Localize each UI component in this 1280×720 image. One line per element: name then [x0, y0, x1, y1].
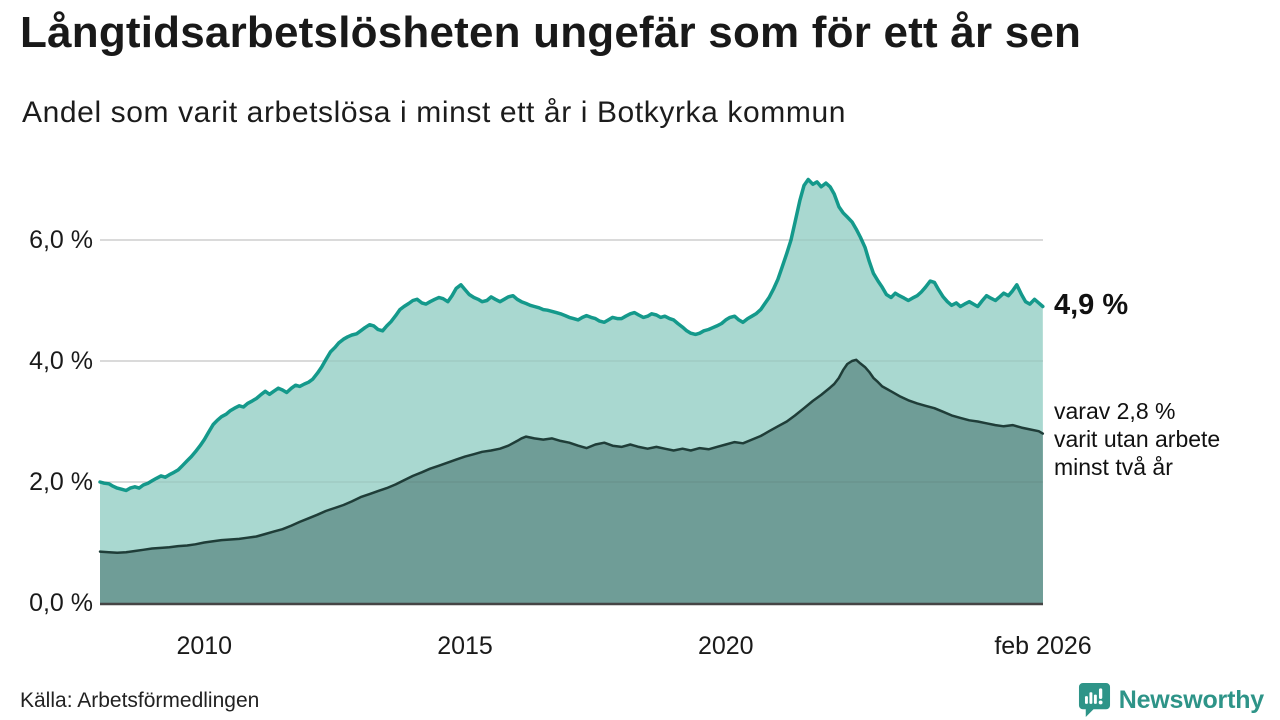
- source-label: Källa: Arbetsförmedlingen: [20, 689, 260, 712]
- latest-value-label: 4,9 %: [1054, 289, 1129, 321]
- newsworthy-logo: Newsworthy: [1078, 682, 1264, 718]
- annotation-line: minst två år: [1054, 454, 1173, 480]
- y-tick-label: 4,0 %: [29, 347, 93, 375]
- newsworthy-icon: [1078, 683, 1110, 717]
- x-tick-label: 2015: [437, 632, 493, 660]
- annotation-line: varav 2,8 %: [1054, 398, 1176, 424]
- y-tick-label: 0,0 %: [29, 589, 93, 617]
- series-line: [98, 177, 1045, 493]
- secondary-series-annotation: varav 2,8 % varit utan arbete minst två …: [1054, 397, 1220, 481]
- y-tick-label: 6,0 %: [29, 226, 93, 254]
- annotation-line: varit utan arbete: [1054, 426, 1221, 452]
- x-tick-label: 2010: [176, 632, 233, 660]
- brand-name: Newsworthy: [1118, 685, 1264, 714]
- series-line: [98, 358, 1045, 555]
- y-tick-label: 2,0 %: [29, 468, 93, 496]
- chart-subtitle: Andel som varit arbetslösa i minst ett å…: [22, 96, 847, 129]
- x-tick-label: feb 2026: [994, 632, 1092, 660]
- series-area: [100, 359, 1043, 603]
- x-tick-label: 2020: [697, 632, 754, 660]
- chart-title: Långtidsarbetslösheten ungefär som för e…: [20, 8, 1082, 57]
